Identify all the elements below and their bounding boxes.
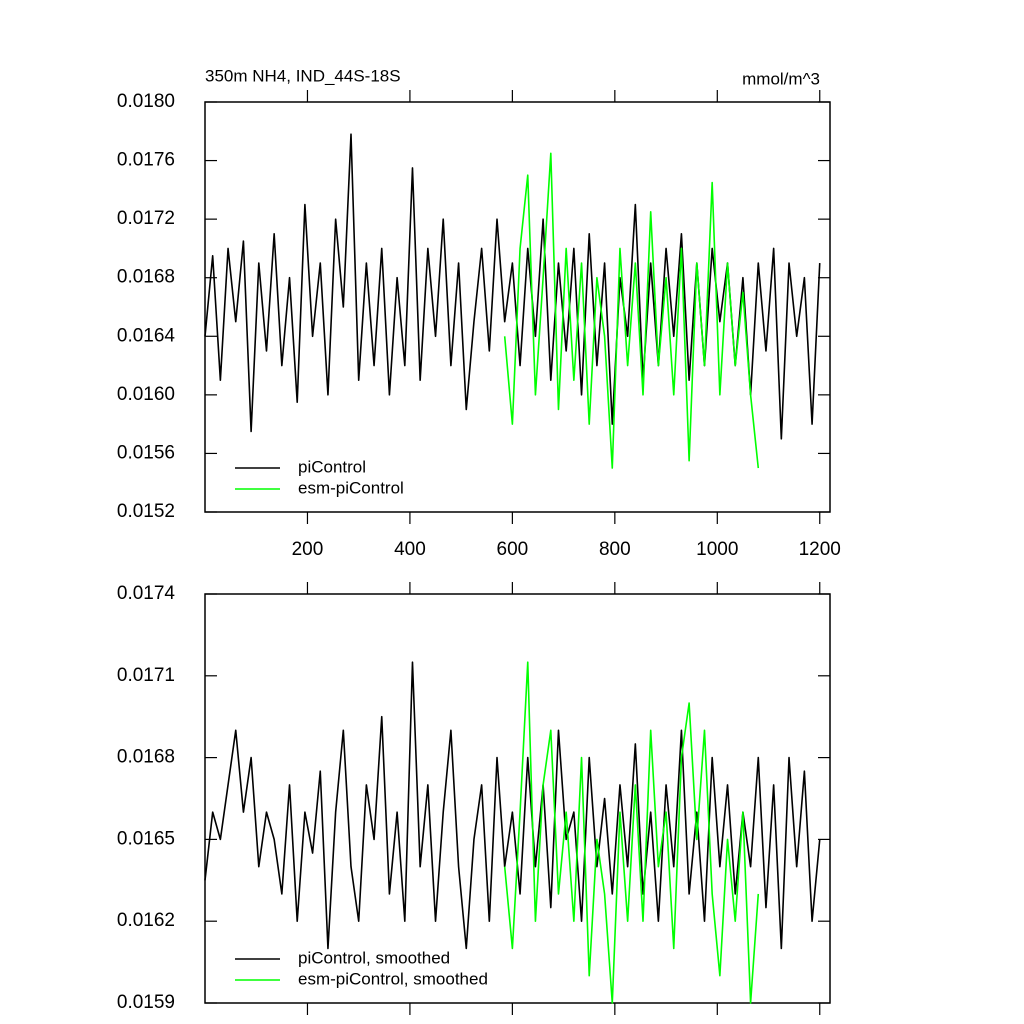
- series-line: [204, 133, 821, 440]
- units-label: mmol/m^3: [742, 69, 820, 88]
- y-tick-label: 0.0174: [117, 583, 176, 604]
- y-tick-label: 0.0172: [117, 208, 175, 229]
- legend-label: piControl, smoothed: [298, 948, 450, 967]
- y-tick-label: 0.0176: [117, 150, 175, 171]
- x-tick-label: 200: [292, 539, 324, 560]
- y-tick-label: 0.0164: [117, 325, 176, 346]
- y-tick-label: 0.0156: [117, 442, 175, 463]
- x-tick-label: 1000: [696, 539, 738, 560]
- y-tick-label: 0.0165: [117, 828, 175, 849]
- plot-frame: [204, 593, 831, 1004]
- chart-title: 350m NH4, IND_44S-18S: [205, 66, 401, 85]
- series-line: [503, 661, 760, 1004]
- x-tick-label: 600: [497, 539, 529, 560]
- x-tick-label: 1200: [799, 539, 841, 560]
- legend-label: esm-piControl, smoothed: [298, 969, 488, 988]
- y-tick-label: 0.0171: [117, 665, 175, 686]
- series-line: [503, 152, 760, 469]
- y-tick-label: 0.0180: [117, 91, 175, 112]
- series-line: [204, 661, 821, 950]
- x-tick-label: 800: [599, 539, 631, 560]
- y-tick-label: 0.0159: [117, 992, 175, 1013]
- y-tick-label: 0.0160: [117, 384, 175, 405]
- legend-label: esm-piControl: [298, 478, 404, 497]
- x-tick-label: 400: [394, 539, 426, 560]
- y-tick-label: 0.0162: [117, 910, 175, 931]
- plot-frame: [204, 101, 831, 513]
- legend-label: piControl: [298, 457, 366, 476]
- y-tick-label: 0.0168: [117, 267, 175, 288]
- y-tick-label: 0.0168: [117, 747, 175, 768]
- y-tick-label: 0.0152: [117, 501, 175, 522]
